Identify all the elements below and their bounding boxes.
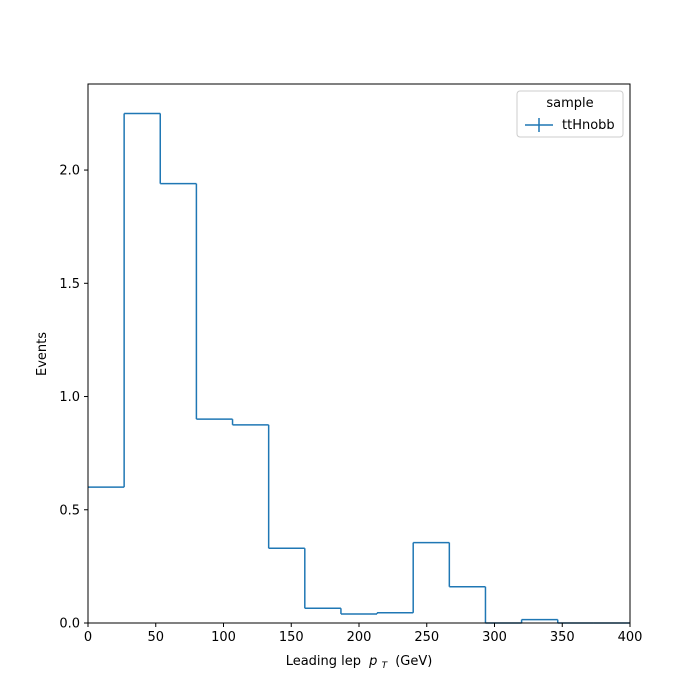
x-axis-label-subscript: T [382, 661, 389, 671]
x-tick-label: 350 [550, 630, 575, 645]
y-tick-label: 0.5 [59, 503, 80, 518]
x-tick-label: 150 [279, 630, 304, 645]
y-tick-label: 0.0 [59, 617, 80, 632]
x-axis-label: Leading lep p T (GeV) [286, 654, 433, 672]
y-axis: 0.0 0.5 1.0 1.5 2.0 [59, 164, 88, 632]
legend-title: sample [546, 96, 593, 111]
legend: sample ttHnobb [516, 90, 624, 138]
plot-area [88, 112, 630, 624]
legend-entry-ttHnobb: ttHnobb [562, 118, 615, 133]
x-tick-label: 400 [618, 630, 643, 645]
x-tick-label: 300 [482, 630, 507, 645]
x-tick-label: 200 [347, 630, 372, 645]
x-tick-label: 0 [84, 630, 92, 645]
x-axis-label-unit: (GeV) [395, 654, 432, 669]
legend-marker [525, 118, 553, 132]
y-axis-label: Events [35, 332, 50, 376]
x-axis-label-text: Leading lep [286, 654, 361, 669]
x-tick-label: 50 [147, 630, 164, 645]
y-tick-label: 1.0 [59, 390, 80, 405]
x-tick-label: 250 [414, 630, 439, 645]
x-axis: 0 50 100 150 200 250 300 350 400 [84, 623, 643, 645]
x-axis-label-math: p [368, 654, 377, 669]
y-tick-label: 2.0 [59, 164, 80, 179]
y-tick-label: 1.5 [59, 277, 80, 292]
x-tick-label: 100 [211, 630, 236, 645]
